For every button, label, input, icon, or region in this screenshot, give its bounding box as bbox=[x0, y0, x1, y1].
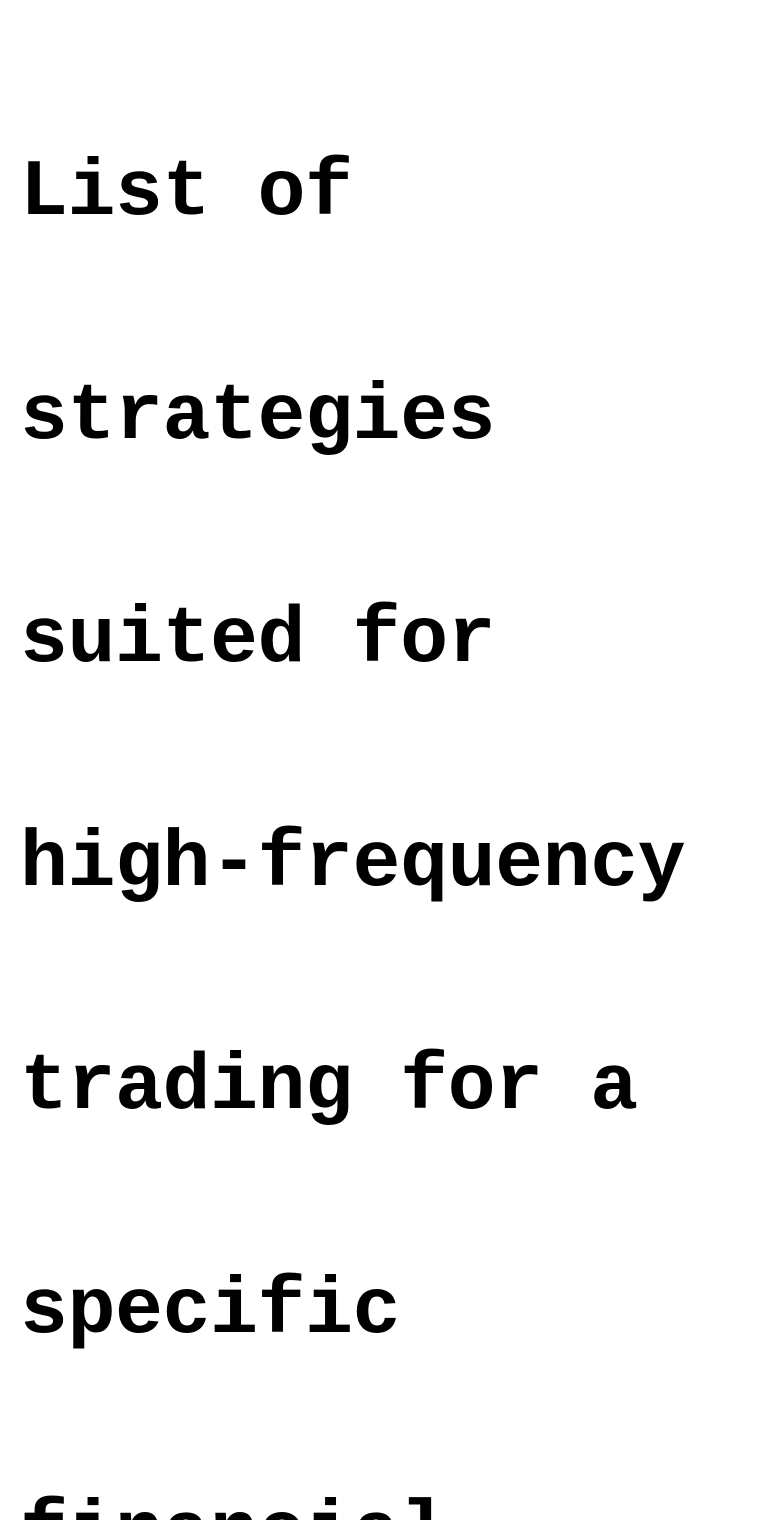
heading-line: specific bbox=[20, 1265, 401, 1357]
heading-line: trading for a bbox=[20, 1042, 638, 1133]
heading-line: financial bbox=[20, 1495, 750, 1520]
heading-line: high-frequency bbox=[20, 818, 686, 910]
document-body: List of strategies suited for high-frequ… bbox=[20, 8, 750, 1520]
heading-line: suited for bbox=[20, 595, 496, 686]
heading-line: List of bbox=[20, 148, 353, 239]
heading-line: strategies bbox=[20, 371, 496, 463]
